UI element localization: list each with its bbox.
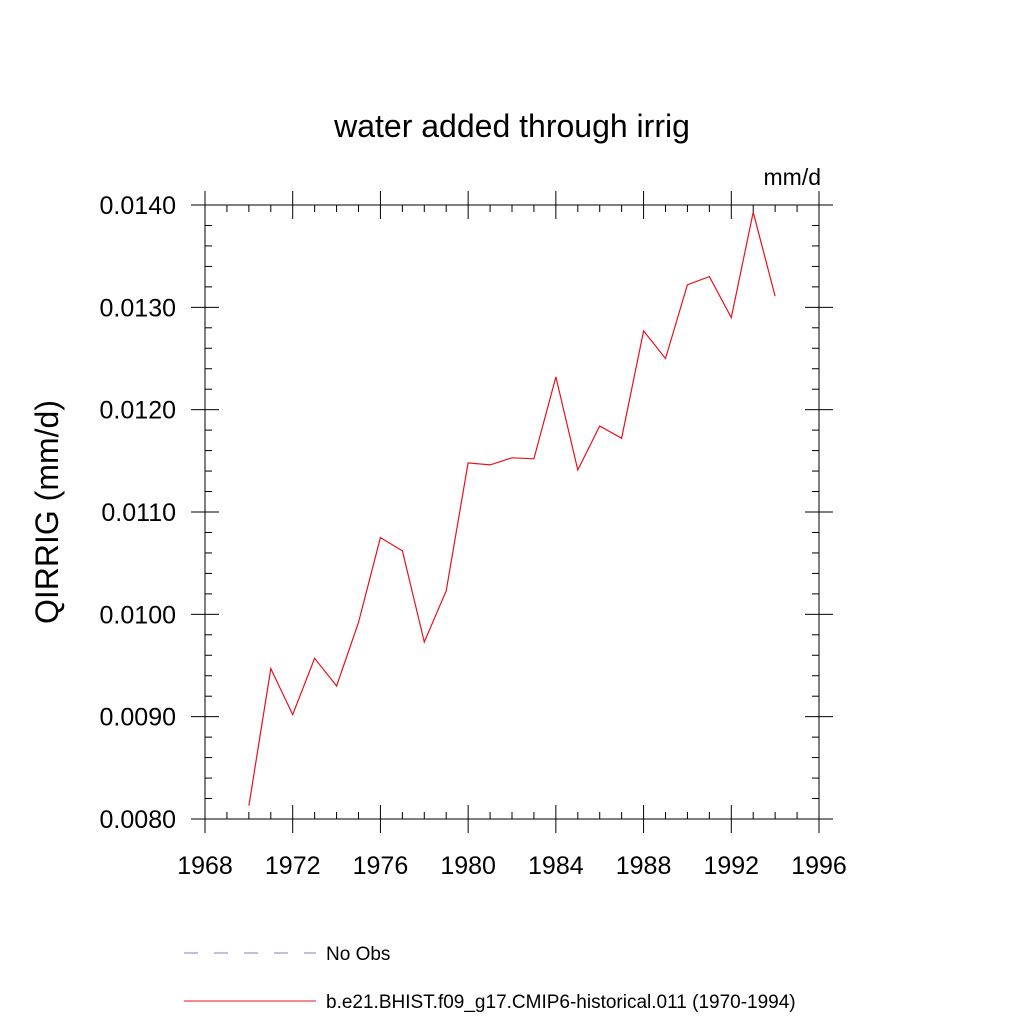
legend: No Obs b.e21.BHIST.f09_g17.CMIP6-historic…	[184, 944, 796, 1013]
x-tick-label: 1996	[791, 852, 847, 880]
y-tick-label: 0.0140	[100, 192, 176, 220]
chart-title: water added through irrig	[333, 108, 690, 144]
x-tick-label: 1988	[616, 852, 672, 880]
y-axis-label: QIRRIG (mm/d)	[29, 400, 65, 624]
y-tick-label: 0.0120	[100, 397, 176, 425]
axis-ticks	[191, 191, 833, 833]
units-label: mm/d	[764, 164, 822, 190]
x-tick-label: 1980	[440, 852, 496, 880]
x-tick-label: 1992	[703, 852, 759, 880]
series-layer	[248, 212, 776, 806]
x-tick-label: 1968	[177, 852, 233, 880]
y-tick-label: 0.0130	[100, 294, 176, 322]
series-line	[248, 212, 776, 806]
tick-labels: 1968 1972 1976 1980 1984 1988 1992 1996 0.0080 0.…	[100, 192, 847, 880]
y-tick-label: 0.0090	[100, 704, 176, 732]
x-tick-label: 1972	[265, 852, 321, 880]
legend-label: No Obs	[326, 944, 390, 965]
plot-frame	[204, 204, 820, 820]
x-tick-label: 1984	[528, 852, 584, 880]
y-tick-label: 0.0100	[100, 601, 176, 629]
legend-label: b.e21.BHIST.f09_g17.CMIP6-historical.011…	[326, 992, 796, 1013]
y-tick-label: 0.0110	[101, 499, 176, 527]
y-tick-label: 0.0080	[100, 806, 176, 834]
x-tick-label: 1976	[353, 852, 409, 880]
